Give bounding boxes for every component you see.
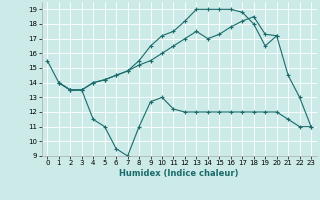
X-axis label: Humidex (Indice chaleur): Humidex (Indice chaleur) <box>119 169 239 178</box>
